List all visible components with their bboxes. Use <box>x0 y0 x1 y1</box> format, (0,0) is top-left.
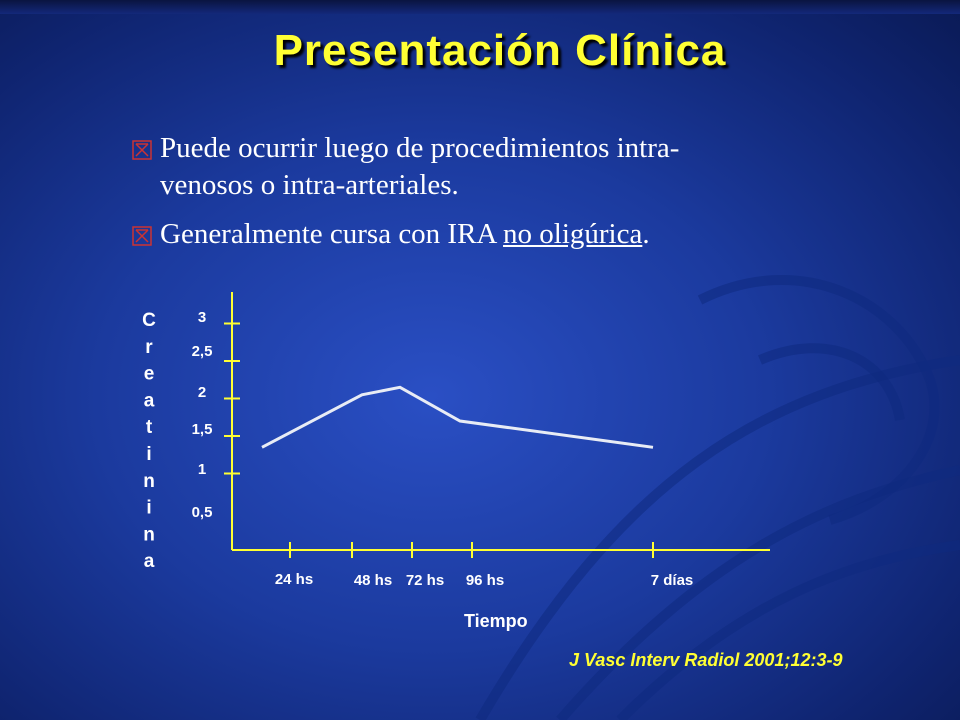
y-axis-title-letter: n <box>143 471 155 492</box>
slide-title: Presentación Clínica <box>273 26 727 75</box>
citation: J Vasc Interv Radiol 2001;12:3-9 <box>569 650 843 670</box>
x-tick-label: 7 días <box>651 572 694 589</box>
y-tick-label: 2 <box>198 384 206 401</box>
y-tick-label: 2,5 <box>192 343 213 360</box>
y-tick-label: 1 <box>198 461 206 478</box>
y-axis-title-letter: C <box>142 310 156 331</box>
y-axis-title-letter: i <box>146 498 151 519</box>
x-tick-label: 48 hs <box>354 572 392 589</box>
bullet-list: Puede ocurrir luego de procedimientos in… <box>130 130 830 265</box>
y-tick-label: 1,5 <box>192 421 213 438</box>
x-axis-title: Tiempo <box>464 611 528 631</box>
x-tick-label: 72 hs <box>406 572 444 589</box>
bullet-text-prefix: Generalmente cursa con IRA <box>160 218 504 250</box>
bullet-text-underlined: no oligúrica <box>503 218 643 250</box>
y-axis-title-letter: n <box>143 524 155 545</box>
top-band <box>0 0 960 14</box>
y-axis-title-letter: a <box>144 551 155 572</box>
boxed-x-icon <box>132 226 152 246</box>
bullet-text-suffix: . <box>642 218 650 250</box>
series-line <box>261 385 654 449</box>
y-tick-label: 0,5 <box>192 504 213 521</box>
y-tick-label: 3 <box>198 309 206 326</box>
y-axis-title-letter: i <box>146 444 151 465</box>
bullet-item: Puede ocurrir luego de procedimientos in… <box>130 130 830 204</box>
y-axis-title-letter: r <box>145 337 153 358</box>
y-axis-title-letter: e <box>144 364 155 385</box>
boxed-x-icon <box>132 140 152 160</box>
x-tick-label: 96 hs <box>466 572 504 589</box>
y-axis-title-letter: a <box>144 390 155 411</box>
bullet-item: Generalmente cursa con IRA no oligúrica. <box>130 216 830 253</box>
bullet-text-line1: Puede ocurrir luego de procedimientos in… <box>160 132 680 164</box>
y-axis-title-letter: t <box>146 417 153 438</box>
x-tick-label: 24 hs <box>275 571 313 588</box>
bullet-text-line2: venosos o intra-arteriales. <box>160 169 459 201</box>
